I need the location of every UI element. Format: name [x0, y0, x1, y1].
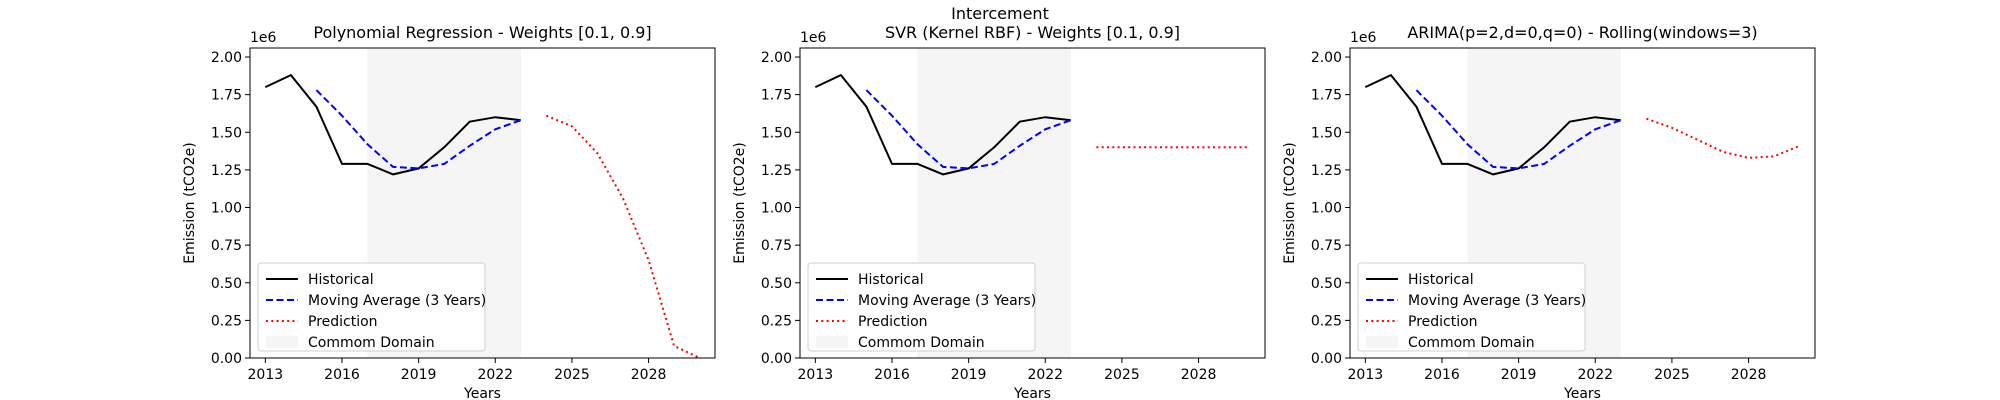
- axes-frame: [1349, 47, 1816, 359]
- series-line-prediction: [1646, 117, 1801, 159]
- x-axis-label: Years: [1563, 386, 1601, 400]
- y-axis-label: Emission (tCO2e): [1282, 142, 1298, 263]
- legend: Historical Moving Average (3 Years) Predic…: [1357, 262, 1586, 352]
- legend-label: Moving Average (3 Years): [858, 293, 1036, 309]
- x-tick-label: 2019: [1501, 367, 1537, 383]
- x-tick-label: 2013: [798, 367, 834, 383]
- chart-title: Polynomial Regression - Weights [0.1, 0.…: [313, 23, 651, 42]
- legend-swatch-band: [266, 336, 298, 348]
- y-tick-label: 1.50: [211, 125, 242, 141]
- y-tick-label: 1.75: [1311, 88, 1342, 104]
- x-tick-label: 2016: [1424, 367, 1460, 383]
- x-tick-label: 2028: [631, 367, 667, 383]
- x-tick-label: 2025: [1654, 367, 1690, 383]
- y-tick-label: 0.75: [211, 238, 242, 254]
- chart-title: SVR (Kernel RBF) - Weights [0.1, 0.9]: [885, 23, 1180, 42]
- chart-panel-2: 2013 2016 2019 2022 2025 2028 0.00 0.25 0.50 0.75…: [732, 23, 1266, 400]
- series-line-historical: [1364, 73, 1621, 176]
- x-tick-label: 2016: [324, 367, 360, 383]
- y-tick-label: 1.25: [211, 163, 242, 179]
- y-tick-label: 0.50: [761, 276, 792, 292]
- series-line-moving-average-3-years: [1415, 89, 1622, 170]
- y-tick-label: 0.50: [211, 276, 242, 292]
- x-tick-label: 2019: [401, 367, 437, 383]
- legend-box: [257, 262, 486, 352]
- y-tick-label: 2.00: [761, 50, 792, 66]
- series-line-historical: [814, 73, 1071, 176]
- y-tick-label: 0.25: [211, 313, 242, 329]
- legend-label: Prediction: [1408, 314, 1478, 330]
- legend-label: Prediction: [308, 314, 378, 330]
- y-tick-label: 0.25: [1311, 313, 1342, 329]
- chart-panel-1: 2013 2016 2019 2022 2025 2028 0.00 0.25 0.50 0.75…: [182, 23, 716, 400]
- series-line-moving-average-3-years: [865, 89, 1072, 170]
- x-tick-label: 2016: [874, 367, 910, 383]
- y-axis-label: Emission (tCO2e): [732, 142, 748, 263]
- legend-label: Commom Domain: [308, 335, 435, 351]
- x-tick-label: 2013: [1348, 367, 1384, 383]
- legend-label: Prediction: [858, 314, 928, 330]
- x-axis-label: Years: [463, 386, 501, 400]
- y-tick-label: 1.00: [761, 201, 792, 217]
- legend-label: Commom Domain: [858, 335, 985, 351]
- y-tick-label: 1.00: [211, 201, 242, 217]
- legend-swatch-band: [1366, 336, 1398, 348]
- x-axis-label: Years: [1013, 386, 1051, 400]
- x-tick-label: 2028: [1181, 367, 1217, 383]
- legend: Historical Moving Average (3 Years) Predic…: [807, 262, 1036, 352]
- chart-panel-3: 2013 2016 2019 2022 2025 2028 0.00 0.25 0.50 0.75…: [1282, 23, 1816, 400]
- legend-label: Historical: [308, 272, 374, 288]
- axes-frame: [249, 47, 716, 359]
- y-tick-label: 0.50: [1311, 276, 1342, 292]
- x-tick-label: 2019: [951, 367, 987, 383]
- y-tick-label: 1.25: [1311, 163, 1342, 179]
- x-tick-label: 2022: [1027, 367, 1063, 383]
- legend-label: Historical: [1408, 272, 1474, 288]
- x-tick-label: 2025: [554, 367, 590, 383]
- y-offset-label: 1e6: [250, 30, 277, 46]
- legend-box: [807, 262, 1036, 352]
- legend-box: [1357, 262, 1586, 352]
- y-tick-label: 0.75: [761, 238, 792, 254]
- series-line-moving-average-3-years: [315, 89, 522, 170]
- y-tick-label: 0.25: [761, 313, 792, 329]
- y-tick-label: 2.00: [211, 50, 242, 66]
- y-offset-label: 1e6: [1350, 30, 1377, 46]
- y-tick-label: 0.00: [211, 351, 242, 367]
- y-tick-label: 2.00: [1311, 50, 1342, 66]
- legend-label: Historical: [858, 272, 924, 288]
- series-line-prediction: [546, 114, 701, 358]
- chart-title: ARIMA(p=2,d=0,q=0) - Rolling(windows=3): [1407, 23, 1757, 42]
- legend-label: Moving Average (3 Years): [308, 293, 486, 309]
- y-tick-label: 0.75: [1311, 238, 1342, 254]
- legend-swatch-band: [816, 336, 848, 348]
- x-tick-label: 2022: [1577, 367, 1613, 383]
- series-line-historical: [264, 73, 521, 176]
- legend-label: Commom Domain: [1408, 335, 1535, 351]
- x-tick-label: 2022: [477, 367, 513, 383]
- y-tick-label: 1.25: [761, 163, 792, 179]
- x-tick-label: 2028: [1731, 367, 1767, 383]
- y-offset-label: 1e6: [800, 30, 827, 46]
- figure-suptitle: Intercement: [951, 4, 1049, 23]
- y-tick-label: 1.75: [761, 88, 792, 104]
- axes-frame: [799, 47, 1266, 359]
- y-axis-label: Emission (tCO2e): [182, 142, 198, 263]
- y-tick-label: 1.00: [1311, 201, 1342, 217]
- legend: Historical Moving Average (3 Years) Predic…: [257, 262, 486, 352]
- y-tick-label: 0.00: [761, 351, 792, 367]
- y-tick-label: 1.75: [211, 88, 242, 104]
- legend-label: Moving Average (3 Years): [1408, 293, 1586, 309]
- y-tick-label: 1.50: [1311, 125, 1342, 141]
- x-tick-label: 2025: [1104, 367, 1140, 383]
- y-tick-label: 0.00: [1311, 351, 1342, 367]
- y-tick-label: 1.50: [761, 125, 792, 141]
- x-tick-label: 2013: [248, 367, 284, 383]
